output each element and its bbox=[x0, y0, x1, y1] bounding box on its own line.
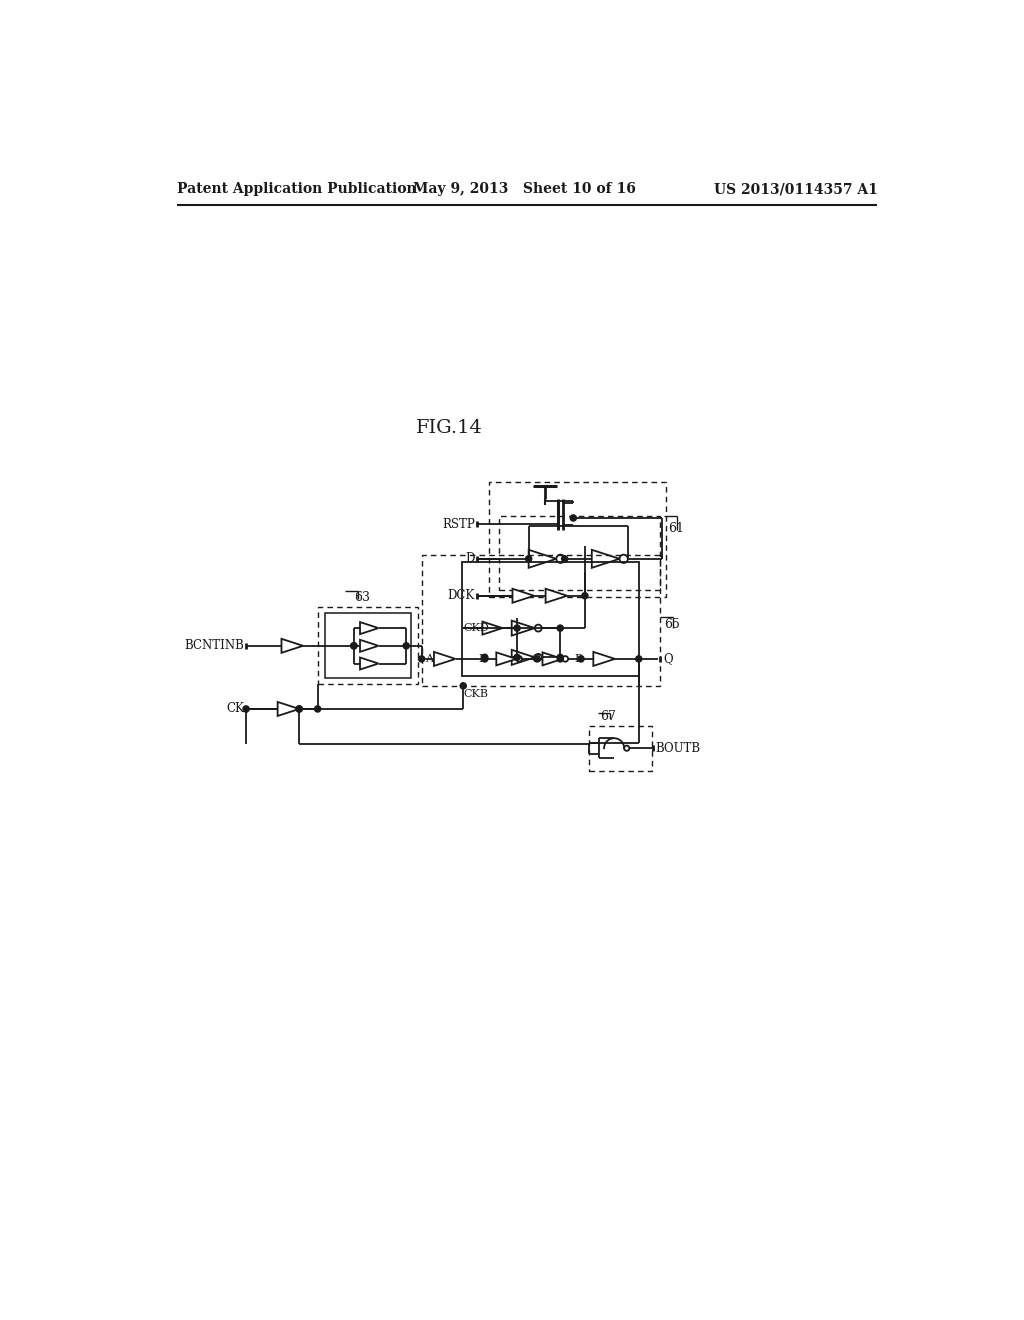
Polygon shape bbox=[543, 652, 562, 665]
Text: 63: 63 bbox=[354, 591, 370, 603]
Polygon shape bbox=[360, 657, 379, 669]
Polygon shape bbox=[282, 639, 303, 653]
Circle shape bbox=[314, 706, 321, 711]
Text: BCNTINB: BCNTINB bbox=[184, 639, 245, 652]
Circle shape bbox=[561, 556, 567, 562]
Bar bbox=[325, 612, 411, 678]
Text: D: D bbox=[574, 653, 583, 664]
Polygon shape bbox=[512, 620, 535, 636]
Polygon shape bbox=[528, 550, 556, 568]
Text: Patent Application Publication: Patent Application Publication bbox=[177, 182, 417, 197]
Polygon shape bbox=[546, 589, 567, 603]
Circle shape bbox=[578, 656, 584, 663]
Circle shape bbox=[351, 643, 357, 649]
Polygon shape bbox=[482, 622, 503, 635]
Circle shape bbox=[481, 655, 487, 660]
Text: DCK: DCK bbox=[447, 589, 475, 602]
Circle shape bbox=[557, 655, 563, 660]
Circle shape bbox=[557, 656, 563, 663]
Circle shape bbox=[582, 593, 588, 599]
Text: A: A bbox=[425, 653, 433, 664]
Circle shape bbox=[535, 656, 541, 663]
Bar bbox=[317, 607, 418, 684]
Text: B: B bbox=[478, 653, 486, 664]
Circle shape bbox=[514, 626, 520, 631]
Text: CKD: CKD bbox=[463, 623, 488, 634]
Circle shape bbox=[636, 656, 642, 663]
Circle shape bbox=[481, 656, 487, 663]
Bar bbox=[488, 482, 666, 598]
Text: C: C bbox=[531, 653, 540, 664]
Text: 67: 67 bbox=[600, 710, 616, 723]
Text: 65: 65 bbox=[665, 618, 680, 631]
Bar bbox=[499, 516, 660, 590]
Text: Q: Q bbox=[664, 652, 673, 665]
Polygon shape bbox=[360, 640, 379, 652]
Text: US 2013/0114357 A1: US 2013/0114357 A1 bbox=[714, 182, 878, 197]
Circle shape bbox=[525, 556, 531, 562]
Text: 61: 61 bbox=[668, 521, 684, 535]
Circle shape bbox=[514, 626, 520, 631]
Text: CKB: CKB bbox=[463, 689, 488, 698]
Circle shape bbox=[570, 515, 577, 521]
Text: D: D bbox=[465, 552, 475, 565]
Circle shape bbox=[296, 706, 302, 711]
Polygon shape bbox=[512, 589, 535, 603]
Polygon shape bbox=[278, 702, 299, 715]
Text: CK: CK bbox=[226, 702, 245, 715]
Bar bbox=[422, 554, 660, 686]
Text: BOUTB: BOUTB bbox=[655, 742, 700, 755]
Circle shape bbox=[460, 682, 466, 689]
Polygon shape bbox=[512, 649, 535, 665]
Circle shape bbox=[419, 656, 425, 663]
Text: FIG.14: FIG.14 bbox=[416, 418, 482, 437]
Bar bbox=[589, 726, 652, 771]
Polygon shape bbox=[434, 652, 456, 665]
Circle shape bbox=[296, 706, 302, 711]
Text: RSTP: RSTP bbox=[442, 517, 475, 531]
Polygon shape bbox=[360, 622, 379, 634]
Text: May 9, 2013   Sheet 10 of 16: May 9, 2013 Sheet 10 of 16 bbox=[414, 182, 636, 197]
Polygon shape bbox=[592, 550, 620, 568]
Bar bbox=[462, 562, 639, 676]
Polygon shape bbox=[497, 652, 516, 665]
Circle shape bbox=[243, 706, 249, 711]
Polygon shape bbox=[593, 652, 614, 665]
Circle shape bbox=[514, 655, 520, 660]
Circle shape bbox=[351, 643, 357, 649]
Circle shape bbox=[557, 626, 563, 631]
Circle shape bbox=[403, 643, 410, 649]
